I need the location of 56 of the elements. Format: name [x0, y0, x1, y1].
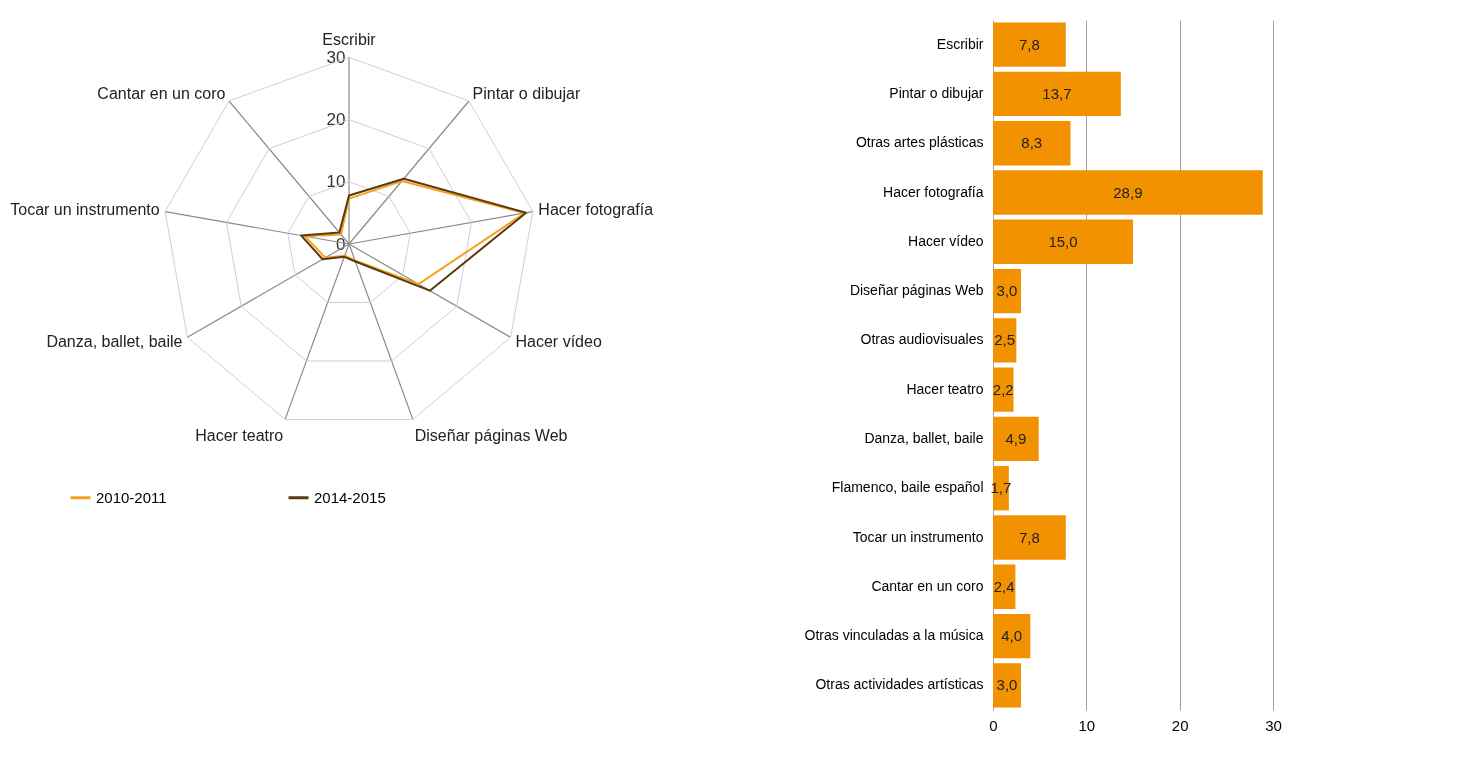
y-tick-label: 0 [336, 234, 346, 254]
bar [993, 367, 1014, 412]
x-tick-label: 30 [1265, 716, 1282, 734]
data-label: 8,3 [1021, 134, 1043, 152]
spoke-label: Tocar un instrumento [10, 200, 160, 218]
y-tick-label: Hacer vídeo [908, 232, 984, 249]
legend-label: 2010-2011 [96, 488, 167, 506]
y-tick-label: Flamenco, baile español [831, 479, 984, 496]
data-label: 13,7 [1042, 84, 1072, 102]
bar [993, 121, 1071, 166]
bar [993, 416, 1039, 462]
data-label: 7,8 [1018, 528, 1040, 546]
y-tick-label: Tocar un instrumento [852, 528, 984, 545]
bar [993, 219, 1133, 264]
y-tick-label: Hacer teatro [906, 380, 984, 397]
x-tick-label: 20 [1171, 716, 1189, 734]
data-label: 3,0 [996, 282, 1018, 300]
spoke-label: Hacer teatro [195, 427, 284, 445]
data-label: 7,8 [1018, 35, 1040, 53]
y-tick-label: Diseñar páginas Web [849, 282, 984, 299]
spoke-label: Hacer vídeo [515, 333, 602, 350]
data-label: 4,0 [1001, 627, 1023, 645]
spoke-label: Hacer fotografía [538, 200, 654, 218]
spoke-label: Danza, ballet, baile [46, 333, 183, 350]
y-tick-label: 30 [326, 47, 346, 67]
bar [993, 22, 1066, 67]
y-tick-label: Pintar o dibujar [889, 84, 984, 101]
y-tick-label: Otras actividades artísticas [815, 676, 984, 693]
y-tick-label: Escribir [936, 35, 984, 52]
y-tick-label: Otras vinculadas a la música [804, 627, 984, 644]
data-label: 3,0 [996, 676, 1018, 694]
y-tick-label: Hacer fotografía [883, 183, 984, 200]
legend-label: 2014-2015 [314, 488, 386, 506]
x-tick-label: 0 [989, 716, 998, 734]
y-tick-label: Otras audiovisuales [860, 331, 984, 348]
data-label: 4,9 [1005, 429, 1027, 447]
y-tick-label: Danza, ballet, baile [864, 429, 984, 446]
bar [993, 515, 1066, 560]
y-tick-label: 20 [326, 110, 346, 130]
data-label: 2,5 [994, 331, 1016, 349]
y-tick-label: 10 [326, 172, 346, 192]
bar [993, 170, 1263, 215]
y-tick-label: Cantar en un coro [871, 577, 984, 594]
data-label: 15,0 [1048, 232, 1078, 250]
spoke-label: Cantar en un coro [97, 84, 226, 102]
x-tick-label: 10 [1078, 716, 1096, 734]
spoke-label: Pintar o dibujar [472, 84, 581, 102]
data-label: 2,4 [993, 577, 1015, 595]
bar [993, 663, 1021, 708]
bar [993, 613, 1031, 659]
y-tick-label: Otras artes plásticas [855, 134, 984, 151]
data-label: 2,2 [992, 380, 1014, 398]
data-label: 28,9 [1113, 183, 1143, 201]
bar [993, 268, 1021, 314]
spoke-label: Diseñar páginas Web [414, 427, 568, 445]
bar [993, 71, 1121, 117]
